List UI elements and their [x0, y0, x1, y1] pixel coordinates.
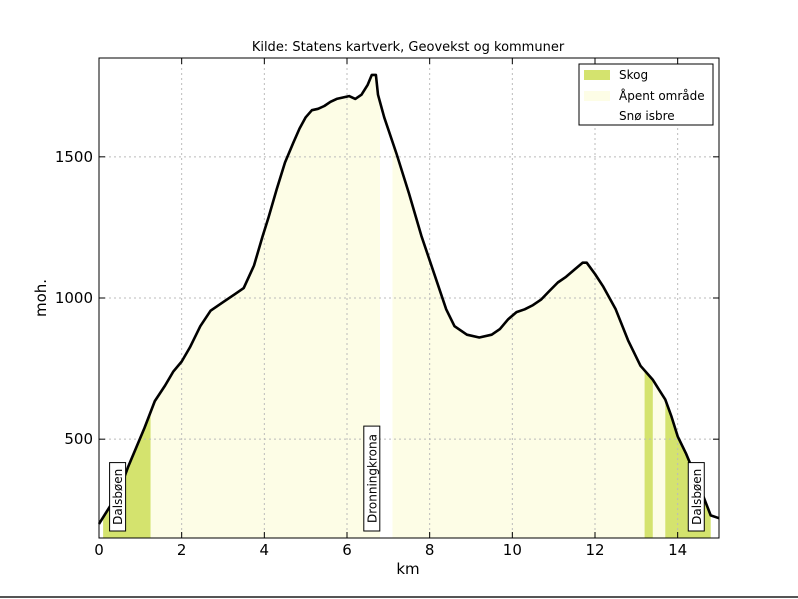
- annotation-0: Dalsbøen: [109, 462, 127, 532]
- x-tick-label-6: 6: [342, 541, 352, 559]
- land-cover-segment-5: [652, 379, 666, 538]
- chart-title: Kilde: Statens kartverk, Geovekst og kom…: [252, 40, 565, 55]
- y-tick-label-500: 500: [64, 430, 93, 448]
- x-tick-label-14: 14: [668, 541, 687, 559]
- bottom-rule: [0, 596, 798, 598]
- annotation-box-2: [687, 462, 705, 532]
- y-tick-label-1500: 1500: [55, 148, 93, 166]
- annotation-box-1: [363, 425, 381, 532]
- legend-swatch-apent: [584, 91, 610, 101]
- tick-layer: 0 2 4 6 8 10 12 14 500 1000 1500: [55, 58, 719, 559]
- annotation-label-1: Dronningkrona: [365, 434, 379, 523]
- land-cover-segment-1: [150, 74, 381, 539]
- x-tick-label-4: 4: [260, 541, 270, 559]
- y-axis-label: moh.: [32, 279, 50, 317]
- annotation-box-0: [109, 462, 127, 532]
- legend: Skog Åpent område Snø isbre: [578, 63, 714, 126]
- annotation-label-2: Dalsbøen: [690, 469, 704, 525]
- land-cover-segment-4: [644, 370, 653, 538]
- annotation-1: Dronningkrona: [363, 425, 381, 532]
- elevation-line: [97, 73, 720, 525]
- legend-label-skog: Skog: [619, 68, 648, 82]
- legend-swatch-sno: [584, 111, 610, 121]
- x-tick-label-0: 0: [94, 541, 104, 559]
- annotation-label-0: Dalsbøen: [111, 469, 125, 525]
- legend-label-sno: Snø isbre: [619, 109, 675, 123]
- land-cover-layer: [103, 74, 711, 539]
- annotation-2: Dalsbøen: [687, 462, 705, 532]
- profile-layer: [97, 73, 720, 525]
- x-tick-label-2: 2: [177, 541, 187, 559]
- x-tick-label-10: 10: [503, 541, 522, 559]
- x-axis-label: km: [396, 560, 419, 578]
- legend-swatch-skog: [584, 70, 610, 80]
- annotation-layer: Dalsbøen Dronningkrona Dalsbøen: [109, 425, 705, 532]
- land-cover-segment-2: [380, 102, 393, 538]
- y-tick-label-1000: 1000: [55, 289, 93, 307]
- grid-layer: [99, 58, 719, 538]
- legend-label-apent: Åpent område: [619, 88, 705, 103]
- x-tick-label-8: 8: [425, 541, 435, 559]
- land-cover-segment-3: [392, 141, 645, 539]
- x-tick-label-12: 12: [585, 541, 604, 559]
